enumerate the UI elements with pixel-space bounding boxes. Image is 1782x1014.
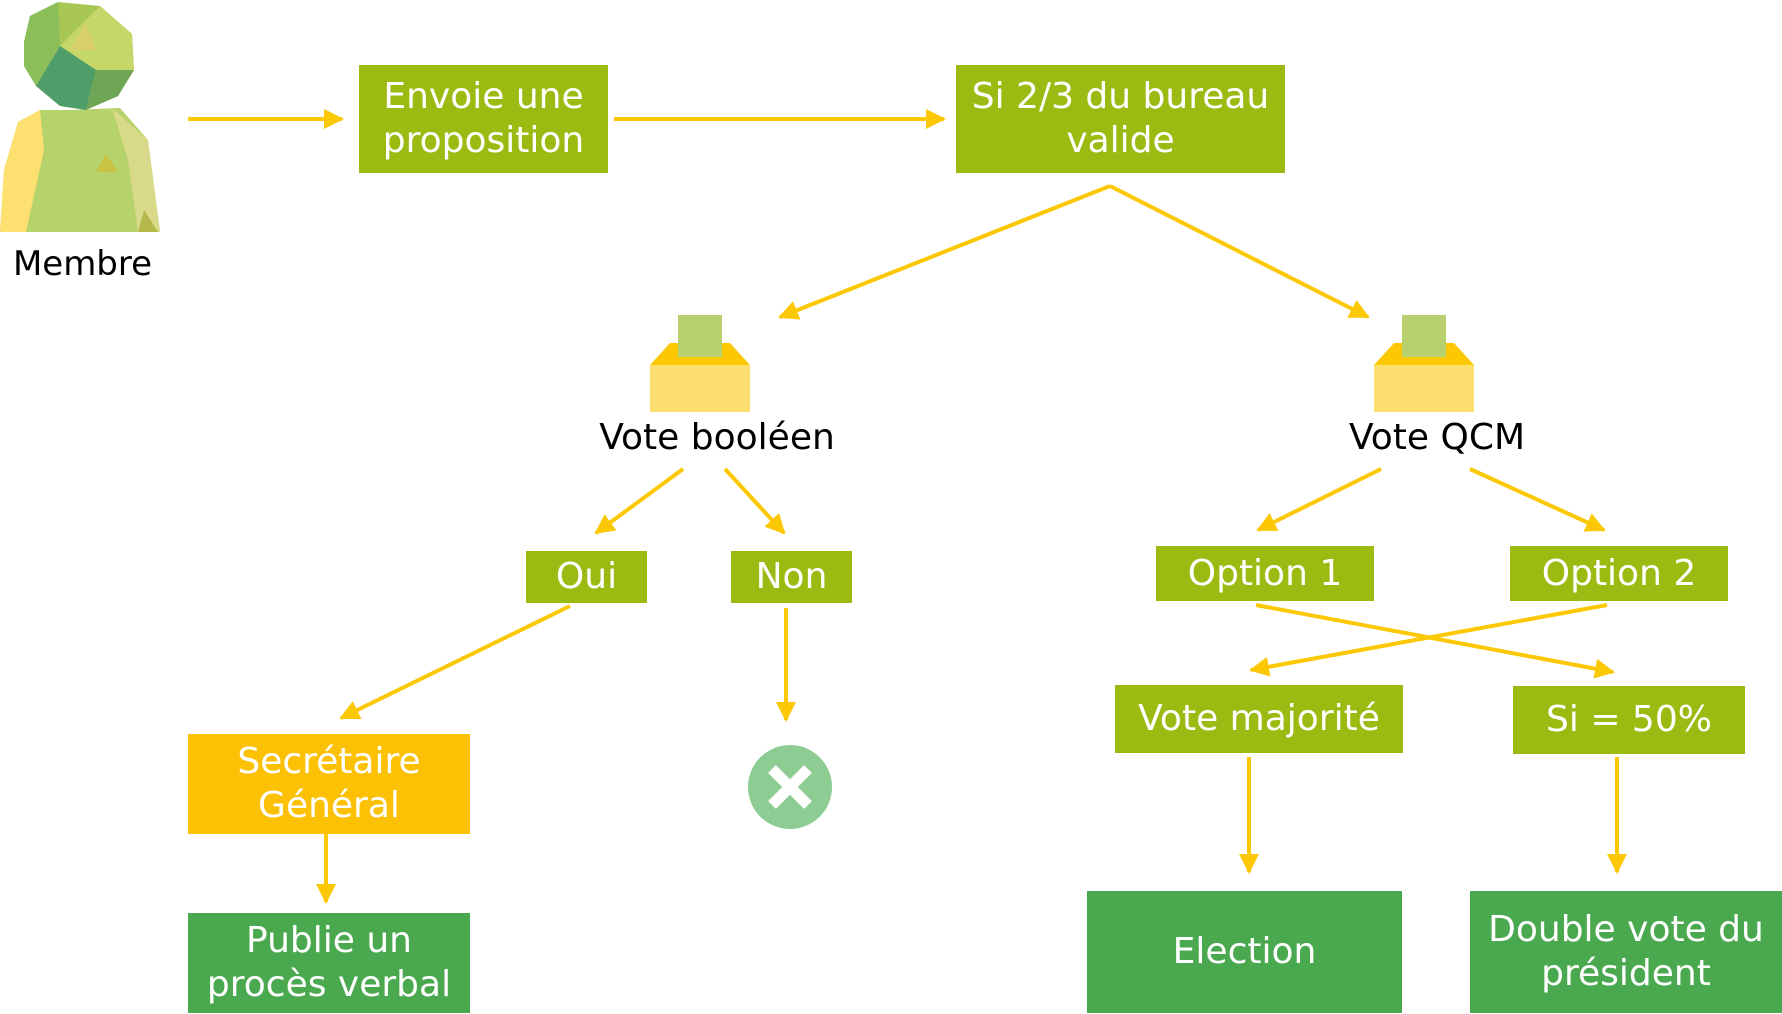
option-1-box: Option 1 <box>1156 546 1374 601</box>
arrow-qcm-to-option2 <box>1469 467 1606 532</box>
x-circle-icon <box>748 745 832 829</box>
vote-majorite-box: Vote majorité <box>1115 685 1403 753</box>
ballot-box-icon <box>1374 315 1474 412</box>
arrow-bureau-to-qcm <box>1109 184 1370 319</box>
election-box: Election <box>1087 891 1402 1013</box>
si-50-box: Si = 50% <box>1513 686 1745 754</box>
arrow-qcm-to-option1 <box>1256 467 1382 532</box>
secretaire-general-box: Secrétaire Général <box>188 734 470 834</box>
bureau-validation-box: Si 2/3 du bureau valide <box>956 65 1285 173</box>
arrow-booleen-to-non <box>723 467 786 535</box>
member-avatar-icon <box>0 2 160 232</box>
vote-qcm-label: Vote QCM <box>1348 417 1526 458</box>
arrow-bureau-to-booleen <box>778 184 1111 320</box>
ballot-box-icon <box>650 315 750 412</box>
vote-booleen-label: Vote booléen <box>599 417 835 458</box>
oui-box: Oui <box>526 551 647 603</box>
arrow-booleen-to-oui <box>594 467 685 535</box>
non-box: Non <box>731 551 852 603</box>
arrow-oui-to-secretaire <box>339 604 571 720</box>
envoie-proposition-box: Envoie une proposition <box>359 65 608 173</box>
option-2-box: Option 2 <box>1510 546 1728 601</box>
actor-label: Membre <box>12 244 153 284</box>
double-vote-box: Double vote du président <box>1470 891 1782 1013</box>
publie-proces-verbal-box: Publie un procès verbal <box>188 913 470 1013</box>
arrow-option2-to-majorite <box>1249 603 1608 677</box>
